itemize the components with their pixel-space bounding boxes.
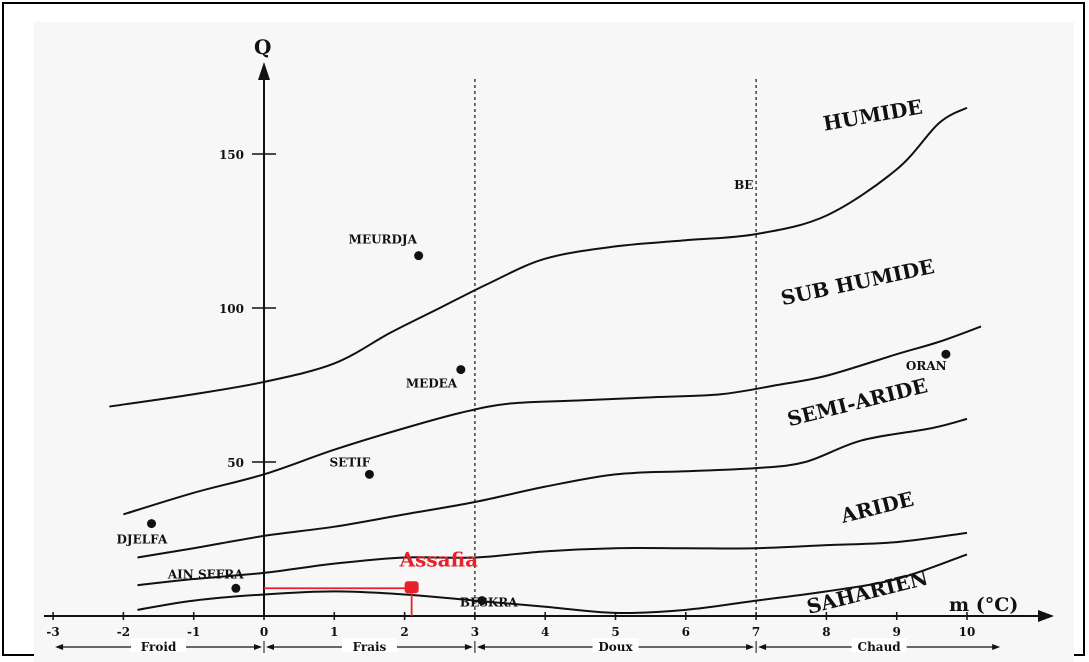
temperature-class-label: Froid <box>141 640 177 654</box>
zone-label: ARIDE <box>837 487 916 528</box>
station-point <box>941 350 950 359</box>
x-tick-label: 4 <box>541 625 549 639</box>
zone-label: SEMI-ARIDE <box>785 373 930 431</box>
y-axis-arrow <box>258 62 270 80</box>
station-label: BESKRA <box>460 596 518 610</box>
temperature-class-arrow-right <box>746 644 754 650</box>
temperature-class-arrow-left <box>758 644 766 650</box>
temperature-class-label: Frais <box>353 640 387 654</box>
x-tick-label: 5 <box>611 625 619 639</box>
temperature-class-arrow-right <box>254 644 262 650</box>
zone-label: SAHARIEN <box>804 566 930 619</box>
x-tick-label: 3 <box>471 625 479 639</box>
y-tick-label: 150 <box>219 148 244 162</box>
temperature-class-arrow-right <box>465 644 473 650</box>
station-point <box>456 365 465 374</box>
assafia-label: Assafia <box>399 547 479 571</box>
zone-boundary-curve-3 <box>137 419 967 558</box>
x-tick-label: 6 <box>682 625 690 639</box>
assafia-point <box>405 581 419 593</box>
zone-boundary-curve-4 <box>137 533 967 585</box>
station-label: MEDEA <box>406 377 458 391</box>
station-label: MEURDJA <box>349 233 418 247</box>
temperature-class-arrow-left <box>266 644 274 650</box>
climagram-chart: Qm (°C) -3 -2 -1 0 1 2 3 4 5 6 7 8 9 10 50 100 150 Froid Fr… <box>4 4 1087 658</box>
y-tick-label: 100 <box>219 302 244 316</box>
x-tick-label: 7 <box>752 625 760 639</box>
x-tick-label: 0 <box>260 625 268 639</box>
station-point <box>414 251 423 260</box>
station-label: DJELFA <box>117 533 168 547</box>
station-label: ORAN <box>906 359 947 373</box>
temperature-class-label: Chaud <box>858 640 902 654</box>
station-point <box>147 519 156 528</box>
x-tick-label: 2 <box>400 625 408 639</box>
zone-label: SUB HUMIDE <box>779 254 937 310</box>
temperature-class-arrow-left <box>55 644 63 650</box>
station-point <box>365 470 374 479</box>
station-label: SETIF <box>329 455 370 469</box>
temperature-class-arrow-right <box>992 644 1000 650</box>
x-tick-label: -2 <box>117 625 130 639</box>
x-tick-label: 8 <box>822 625 830 639</box>
x-tick-label: -1 <box>187 625 200 639</box>
x-tick-label: 10 <box>959 625 976 639</box>
y-tick-label: 50 <box>227 456 244 470</box>
zone-label: HUMIDE <box>821 95 924 136</box>
x-tick-label: -3 <box>46 625 59 639</box>
station-point <box>231 584 240 593</box>
station-label: AIN SEFRA <box>167 567 244 581</box>
x-axis-arrow <box>1038 610 1054 622</box>
temperature-class-label: Doux <box>598 640 633 654</box>
temperature-class-arrow-left <box>477 644 485 650</box>
x-tick-label: 9 <box>893 625 901 639</box>
x-axis-title: m (°C) <box>949 594 1018 616</box>
station-label: BE <box>734 178 753 192</box>
x-tick-label: 1 <box>330 625 338 639</box>
y-axis-title: Q <box>254 35 271 59</box>
